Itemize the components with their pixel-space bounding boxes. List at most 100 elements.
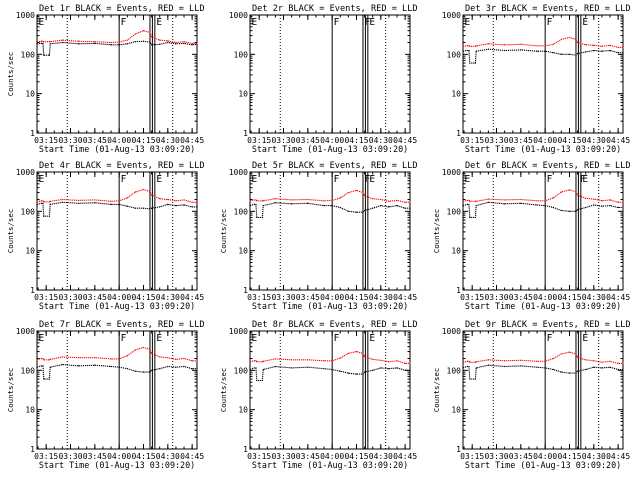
data-point-lld: [347, 352, 349, 354]
x-tick-label: 04:00: [320, 452, 344, 461]
y-tick-label: 1000: [442, 168, 461, 177]
data-point-events: [568, 210, 571, 212]
data-point-events: [593, 366, 595, 368]
data-point-events: [274, 365, 277, 368]
data-point-lld: [568, 36, 571, 38]
chart-panel-1: Det 1r BLACK = Events, RED = LLD 1 10 100 10…: [6, 4, 205, 154]
data-point-lld: [388, 200, 390, 202]
data-point-events: [552, 206, 554, 209]
x-tick-label: 03:45: [296, 136, 320, 145]
data-point-lld: [576, 41, 579, 44]
chart-title: Det 6r BLACK = Events, RED = LLD: [465, 161, 631, 171]
x-tick-label: 03:15: [247, 293, 271, 302]
data-point-lld: [150, 352, 153, 354]
data-point-lld: [249, 361, 251, 363]
data-point-lld: [49, 200, 51, 202]
time-marker-label: F: [580, 174, 586, 185]
plot-frame: [462, 330, 624, 450]
y-axis-label: Counts/sec: [6, 52, 15, 97]
x-tick-label: 04:30: [369, 452, 393, 461]
data-point-lld: [536, 45, 538, 47]
series-line-events: [36, 364, 197, 380]
data-point-events: [175, 204, 177, 207]
data-point-events: [601, 367, 603, 369]
plot-frame: [36, 14, 198, 134]
x-tick-label: 04:30: [156, 136, 180, 145]
data-point-lld: [404, 201, 406, 203]
data-point-events: [585, 368, 587, 371]
series-line-lld: [36, 188, 197, 203]
chart-panel-8: Det 8r BLACK = Events, RED = LLD 1 10 100 10…: [219, 320, 418, 470]
series-line-events: [462, 201, 623, 218]
data-point-events: [126, 43, 128, 45]
data-point-events: [609, 49, 611, 52]
data-point-lld: [536, 200, 538, 202]
x-tick-label: 03:15: [247, 136, 271, 145]
data-point-events: [404, 369, 406, 371]
chart-title: Det 7r BLACK = Events, RED = LLD: [39, 320, 205, 330]
data-point-events: [475, 367, 477, 369]
data-point-events: [469, 216, 471, 219]
data-point-lld: [61, 39, 64, 41]
data-point-lld: [622, 201, 624, 203]
data-point-lld: [159, 356, 161, 358]
data-point-events: [110, 365, 112, 368]
x-tick-label: 03:15: [460, 293, 484, 302]
time-marker-label: F: [547, 333, 553, 344]
x-tick-label: 04:15: [131, 452, 155, 461]
data-point-events: [380, 204, 382, 207]
data-point-events: [42, 365, 44, 367]
time-marker-label: E: [369, 174, 375, 185]
data-point-lld: [36, 359, 38, 361]
data-point-events: [255, 203, 257, 206]
data-point-lld: [617, 46, 619, 49]
chart-panel-4: Det 4r BLACK = Events, RED = LLD 1 10 100 10…: [6, 161, 205, 311]
x-tick-label: 03:30: [58, 293, 82, 302]
data-point-events: [601, 205, 603, 207]
x-tick-label: 04:45: [606, 452, 630, 461]
data-point-lld: [487, 359, 490, 361]
chart-title: Det 8r BLACK = Events, RED = LLD: [252, 320, 418, 330]
data-point-lld: [552, 43, 554, 45]
data-point-events: [191, 368, 193, 370]
series-line-lld: [36, 346, 197, 362]
data-point-events: [617, 368, 619, 371]
data-point-lld: [78, 199, 80, 201]
data-point-events: [568, 53, 571, 55]
y-tick-label: 1000: [442, 11, 461, 20]
y-axis-label: Counts/sec: [6, 209, 15, 254]
data-point-lld: [36, 41, 38, 43]
data-point-lld: [196, 201, 198, 203]
y-tick-label: 1000: [442, 327, 461, 336]
data-point-events: [256, 216, 258, 219]
data-point-lld: [78, 40, 80, 42]
data-point-lld: [469, 200, 471, 202]
chart-title: Det 2r BLACK = Events, RED = LLD: [252, 4, 418, 14]
data-point-events: [175, 43, 177, 45]
data-point-events: [466, 203, 468, 206]
data-point-events: [601, 50, 603, 52]
data-point-events: [261, 379, 264, 382]
data-point-events: [520, 49, 522, 51]
data-point-lld: [40, 200, 42, 202]
data-point-lld: [253, 360, 255, 362]
time-marker-label: E: [252, 333, 258, 344]
data-point-lld: [601, 361, 603, 363]
data-point-lld: [149, 190, 151, 193]
data-point-events: [560, 209, 562, 212]
data-point-events: [49, 43, 51, 45]
data-point-events: [262, 368, 264, 371]
y-tick-label: 1: [456, 445, 461, 454]
series-line-lld: [249, 189, 410, 203]
y-tick-label: 100: [234, 366, 249, 375]
data-point-lld: [323, 200, 325, 202]
x-tick-label: 03:30: [58, 136, 82, 145]
data-point-lld: [544, 360, 546, 362]
plot-frame: [462, 171, 624, 291]
time-marker-label: E: [465, 333, 471, 344]
time-marker-label: E: [465, 174, 471, 185]
data-point-lld: [331, 360, 333, 362]
data-point-lld: [126, 197, 128, 199]
data-point-events: [94, 42, 96, 44]
